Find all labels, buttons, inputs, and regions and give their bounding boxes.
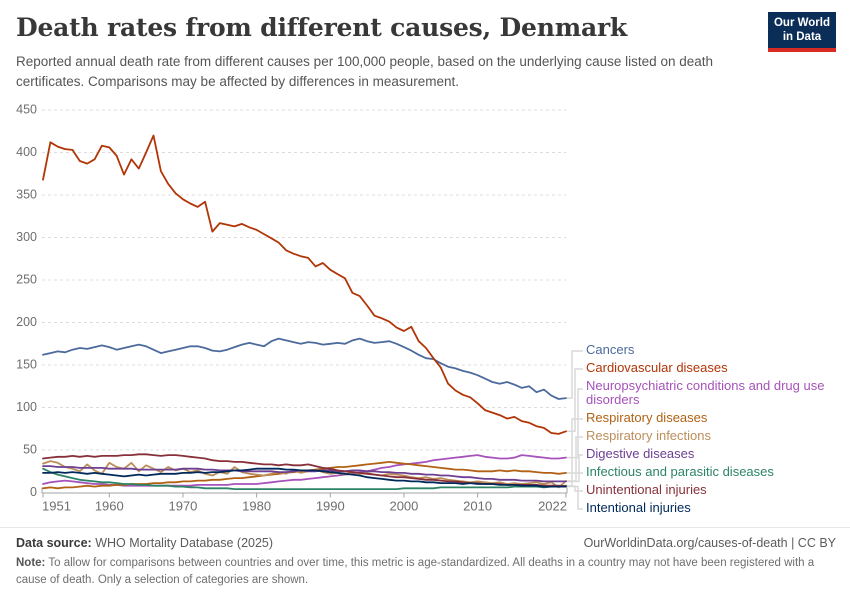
legend-connector-5 [567, 454, 583, 483]
x-tick-label-1970: 1970 [168, 499, 197, 514]
y-tick-label-50: 50 [23, 442, 37, 456]
y-tick-label-300: 300 [16, 230, 37, 244]
y-tick-label-450: 450 [16, 102, 37, 116]
x-tick-label-2010: 2010 [463, 499, 492, 514]
series-line-cardiovascular-diseases[interactable] [42, 134, 567, 435]
series-line-cancers[interactable] [42, 337, 567, 400]
y-tick-label-350: 350 [16, 187, 37, 201]
legend-label-respiratory-diseases[interactable]: Respiratory diseases [586, 410, 708, 425]
x-tick-label-1980: 1980 [242, 499, 271, 514]
data-source-label: Data source: [16, 536, 92, 550]
x-tick-label-2000: 2000 [389, 499, 418, 514]
canonical-link[interactable]: OurWorldinData.org/causes-of-death | CC … [583, 536, 836, 550]
legend-connector-3 [567, 418, 583, 474]
legend-label-respiratory-infections[interactable]: Respiratory infections [586, 428, 711, 443]
note-label: Note: [16, 557, 46, 569]
series-line-intentional-injuries[interactable] [42, 467, 567, 488]
series-line-respiratory-infections[interactable] [42, 460, 567, 489]
x-tick-label-1960: 1960 [95, 499, 124, 514]
chart-note: Note: To allow for comparisons between c… [16, 555, 836, 590]
x-tick-label-1951: 1951 [42, 499, 71, 514]
legend-label-cardiovascular-diseases[interactable]: Cardiovascular diseases [586, 360, 728, 375]
legend-label-cancers[interactable]: Cancers [586, 342, 635, 357]
owid-logo-line1: Our World [773, 16, 830, 29]
legend-label-infectious-and-parasitic-diseases[interactable]: Infectious and parasitic diseases [586, 464, 774, 479]
y-tick-label-400: 400 [16, 145, 37, 159]
chart-footer: Data source: WHO Mortality Database (202… [0, 527, 850, 590]
chart-subtitle: Reported annual death rate from differen… [16, 54, 713, 89]
legend-connector-4 [567, 436, 583, 482]
legend-label-intentional-injuries[interactable]: Intentional injuries [586, 500, 691, 515]
legend-connector-1 [567, 368, 583, 433]
legend-connector-6 [567, 472, 583, 487]
y-tick-label-0: 0 [30, 485, 37, 499]
y-tick-label-250: 250 [16, 272, 37, 286]
x-tick-label-2022: 2022 [538, 499, 567, 514]
legend-connector-8 [567, 485, 583, 510]
series-line-infectious-and-parasitic-diseases[interactable] [42, 467, 567, 491]
chart-title: Death rates from different causes, Denma… [16, 13, 628, 42]
data-source: Data source: WHO Mortality Database (202… [16, 536, 273, 550]
owid-logo[interactable]: Our World in Data [768, 12, 836, 52]
legend-connector-0 [567, 350, 583, 399]
note-text: To allow for comparisons between countri… [16, 557, 815, 587]
y-tick-label-100: 100 [16, 400, 37, 414]
legend-label-digestive-diseases[interactable]: Digestive diseases [586, 446, 695, 461]
y-tick-label-150: 150 [16, 357, 37, 371]
legend-label-neuropsychiatric-conditions-and-drug-use-disorders[interactable]: Neuropsychiatric conditions and drug use… [586, 378, 824, 407]
y-tick-label-200: 200 [16, 315, 37, 329]
legend-label-unintentional-injuries[interactable]: Unintentional injuries [586, 482, 707, 497]
owid-logo-line2: in Data [782, 31, 822, 43]
x-tick-label-1990: 1990 [316, 499, 345, 514]
data-source-text: WHO Mortality Database (2025) [91, 536, 274, 550]
series-line-neuropsychiatric-conditions-and-drug-use-disorders[interactable] [42, 454, 567, 487]
